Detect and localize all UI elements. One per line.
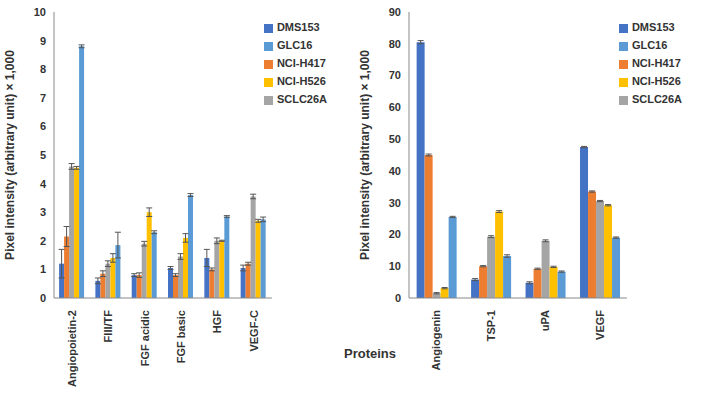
- html-text:Proteins: Proteins: [344, 346, 396, 361]
- svg-text:9: 9: [40, 35, 46, 47]
- svg-text:2: 2: [40, 235, 46, 247]
- svg-text:FIII/TF: FIII/TF: [102, 310, 114, 343]
- html-text:NCI-H417: NCI-H417: [631, 57, 681, 69]
- svg-text:Angiopoietin-2: Angiopoietin-2: [66, 310, 78, 387]
- html-text:GLC16: GLC16: [631, 39, 668, 51]
- svg-text:Pixel intensity (arbitrary uni: Pixel intensity (arbitrary unit) × 1,000: [8, 50, 17, 260]
- svg-text:Angiogenin: Angiogenin: [430, 310, 442, 371]
- html-text:NCI-H417: NCI-H417: [276, 57, 326, 69]
- html-text:SCLC26A: SCLC26A: [276, 93, 327, 105]
- svg-text:8: 8: [40, 63, 46, 75]
- svg-text:FGF basic: FGF basic: [175, 310, 187, 363]
- html-text:NCI-H526: NCI-H526: [631, 75, 681, 87]
- svg-text:30: 30: [389, 197, 401, 209]
- svg-text:20: 20: [389, 228, 401, 240]
- svg-text:HGF: HGF: [211, 310, 223, 334]
- svg-text:VEGF: VEGF: [594, 310, 606, 340]
- svg-text:60: 60: [389, 101, 401, 113]
- svg-text:0: 0: [40, 292, 46, 304]
- html-text:NCI-H526: NCI-H526: [276, 75, 326, 87]
- svg-text:VEGF-C: VEGF-C: [248, 310, 260, 352]
- svg-text:10: 10: [389, 260, 401, 272]
- html-text:DMS153: DMS153: [276, 21, 320, 33]
- svg-text:1: 1: [40, 263, 46, 275]
- svg-text:50: 50: [389, 133, 401, 145]
- svg-text:40: 40: [389, 165, 401, 177]
- svg-text:FGF acidic: FGF acidic: [139, 310, 151, 366]
- svg-text:TSP-1: TSP-1: [485, 310, 497, 341]
- html-text:GLC16: GLC16: [276, 39, 313, 51]
- html-text:DMS153: DMS153: [631, 21, 675, 33]
- svg-text:90: 90: [389, 6, 401, 18]
- svg-text:Pixel intensity (arbitrary uni: Pixel intensity (arbitrary unit) × 1,000: [358, 50, 372, 260]
- svg-text:5: 5: [40, 149, 46, 161]
- svg-text:3: 3: [40, 206, 46, 218]
- svg-text:10: 10: [34, 6, 46, 18]
- svg-text:70: 70: [389, 69, 401, 81]
- svg-text:7: 7: [40, 92, 46, 104]
- svg-text:0: 0: [395, 292, 401, 304]
- html-text:SCLC26A: SCLC26A: [631, 93, 682, 105]
- svg-text:80: 80: [389, 38, 401, 50]
- svg-text:4: 4: [40, 178, 47, 190]
- svg-text:6: 6: [40, 120, 46, 132]
- svg-text:uPA: uPA: [539, 310, 551, 331]
